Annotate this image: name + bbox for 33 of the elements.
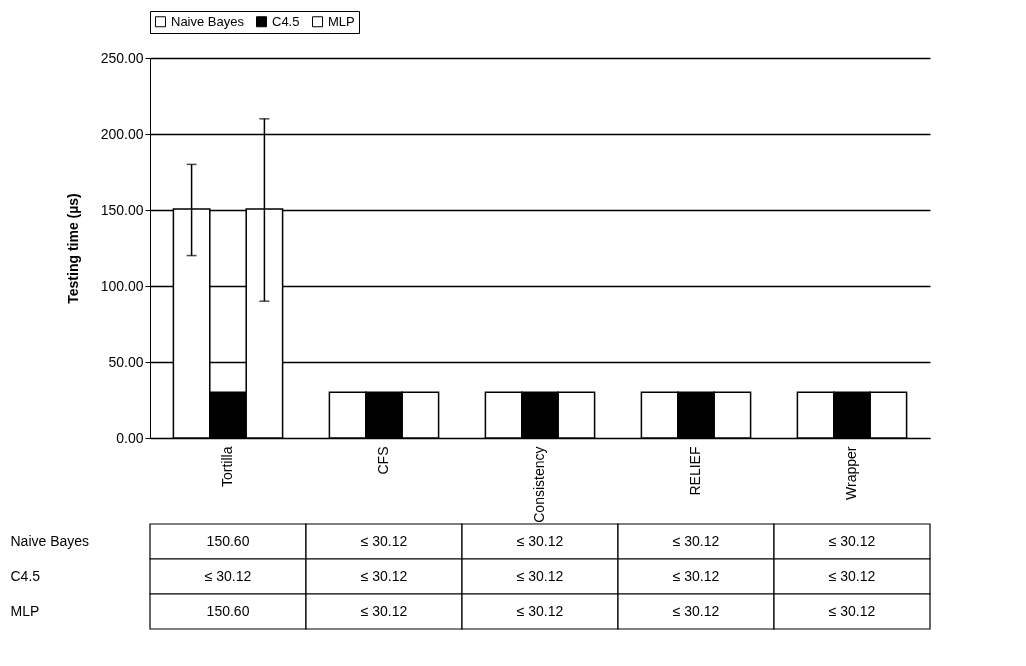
y-tick-label: 150.00	[100, 201, 144, 218]
x-tick-label: RELIEF	[687, 446, 703, 496]
data-label: 150.60	[206, 532, 250, 549]
data-label: ≤ 30.12	[828, 567, 876, 584]
y-tick-label: 0.00	[116, 429, 144, 446]
data-label: ≤ 30.12	[360, 567, 408, 584]
data-label: ≤ 30.12	[672, 532, 720, 549]
x-tick-label: Wrapper	[843, 446, 859, 500]
y-tick-label: 200.00	[100, 125, 144, 142]
data-label: ≤ 30.12	[204, 567, 252, 584]
data-label: ≤ 30.12	[828, 602, 876, 619]
x-tick-label: CFS	[375, 446, 391, 475]
data-label: ≤ 30.12	[672, 602, 720, 619]
data-label: ≤ 30.12	[828, 532, 876, 549]
data-label: ≤ 30.12	[516, 567, 564, 584]
x-tick-label: Consistency	[531, 446, 547, 523]
text: MLP	[10, 602, 40, 619]
text: Naive Bayes	[10, 532, 90, 549]
data-label: 150.60	[206, 602, 250, 619]
y-tick-label: 100.00	[100, 277, 144, 294]
text: C4.5	[10, 567, 41, 584]
legend-label: C4.5	[272, 13, 300, 29]
y-tick-label: 50.00	[108, 353, 144, 370]
y-tick-label: 250.00	[100, 49, 144, 66]
data-label: ≤ 30.12	[360, 532, 408, 549]
legend-label: MLP	[328, 13, 355, 29]
data-label: ≤ 30.12	[672, 567, 720, 584]
data-label: ≤ 30.12	[516, 532, 564, 549]
legend-label: Naive Bayes	[171, 13, 245, 29]
data-label: ≤ 30.12	[516, 602, 564, 619]
x-tick-label: Tortilla	[219, 446, 235, 487]
data-label: ≤ 30.12	[360, 602, 408, 619]
y-axis-title: Testing time (µs)	[64, 193, 81, 304]
